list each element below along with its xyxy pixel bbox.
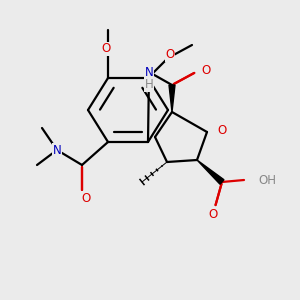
- Text: N: N: [145, 65, 153, 79]
- Text: N: N: [52, 143, 62, 157]
- Text: O: O: [101, 43, 111, 56]
- Text: H: H: [145, 79, 153, 92]
- Text: O: O: [208, 208, 217, 221]
- Text: O: O: [217, 124, 226, 136]
- Polygon shape: [169, 85, 175, 112]
- Text: O: O: [81, 191, 91, 205]
- Text: O: O: [201, 64, 210, 76]
- Text: O: O: [165, 49, 175, 62]
- Polygon shape: [197, 160, 224, 184]
- Text: OH: OH: [258, 173, 276, 187]
